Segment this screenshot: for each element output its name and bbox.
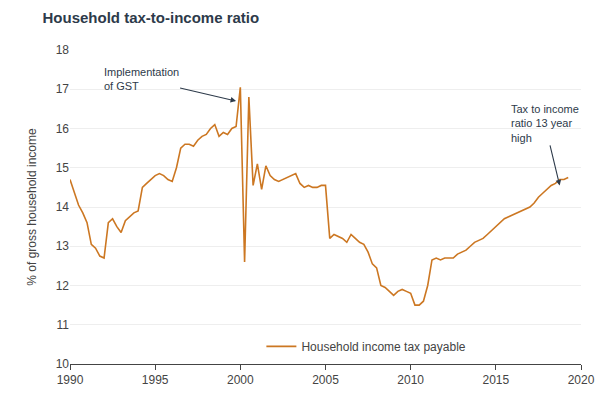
- svg-text:16: 16: [56, 122, 70, 136]
- svg-text:17: 17: [56, 82, 70, 96]
- svg-text:11: 11: [57, 318, 70, 332]
- svg-text:1995: 1995: [142, 373, 169, 387]
- svg-text:13: 13: [56, 239, 70, 253]
- svg-text:Implementationof GST: Implementationof GST: [104, 66, 179, 92]
- svg-text:14: 14: [56, 200, 70, 214]
- svg-text:2005: 2005: [312, 373, 339, 387]
- svg-text:% of gross household income: % of gross household income: [25, 128, 39, 286]
- svg-text:Household tax-to-income ratio: Household tax-to-income ratio: [42, 9, 259, 26]
- svg-text:15: 15: [56, 161, 70, 175]
- svg-text:Household income tax payable: Household income tax payable: [301, 340, 465, 354]
- svg-text:18: 18: [56, 43, 70, 57]
- svg-text:10: 10: [56, 357, 70, 371]
- svg-text:2000: 2000: [227, 373, 254, 387]
- svg-text:2010: 2010: [397, 373, 424, 387]
- svg-text:12: 12: [56, 279, 70, 293]
- svg-text:1990: 1990: [57, 373, 84, 387]
- svg-text:2020: 2020: [568, 373, 595, 387]
- svg-text:2015: 2015: [482, 373, 509, 387]
- svg-text:Tax to incomeratio 13 yearhigh: Tax to incomeratio 13 yearhigh: [511, 103, 579, 144]
